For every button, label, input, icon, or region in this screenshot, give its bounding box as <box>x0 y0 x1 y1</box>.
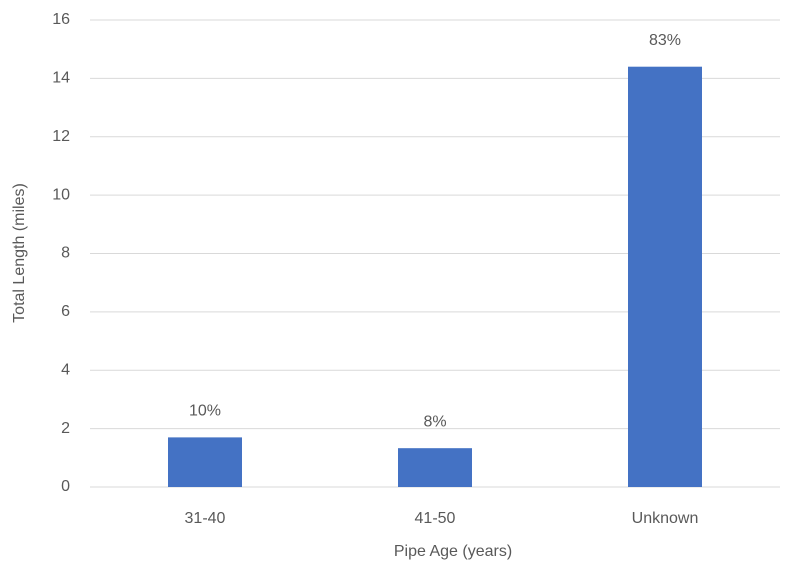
x-axis-title: Pipe Age (years) <box>394 543 512 560</box>
value-label: 10% <box>189 403 221 420</box>
y-tick-label: 14 <box>52 70 70 87</box>
y-tick-label: 10 <box>52 186 70 203</box>
y-tick-label: 8 <box>61 245 70 262</box>
y-tick-label: 2 <box>61 420 70 437</box>
y-tick-label: 12 <box>52 128 70 145</box>
y-tick-label: 16 <box>52 11 70 28</box>
value-label: 8% <box>423 413 446 430</box>
x-tick-label: 31-40 <box>185 510 226 527</box>
bar <box>168 437 242 487</box>
value-label: 83% <box>649 32 681 49</box>
bar <box>628 66 702 487</box>
y-axis-title: Total Length (miles) <box>11 183 28 323</box>
x-tick-label: Unknown <box>632 510 699 527</box>
y-tick-label: 0 <box>61 478 70 495</box>
bar <box>398 448 472 487</box>
x-tick-label: 41-50 <box>415 510 456 527</box>
y-tick-label: 6 <box>61 303 70 320</box>
y-tick-label: 4 <box>61 361 70 378</box>
